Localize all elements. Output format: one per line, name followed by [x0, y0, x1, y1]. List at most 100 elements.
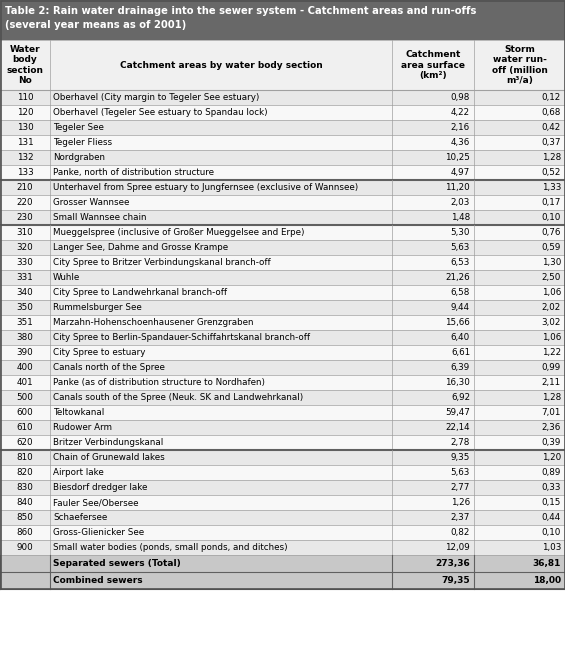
Text: 0,59: 0,59 — [542, 243, 561, 252]
Text: 820: 820 — [16, 468, 33, 477]
Text: 22,14: 22,14 — [445, 423, 470, 432]
Text: 840: 840 — [16, 498, 33, 507]
Text: Airport lake: Airport lake — [53, 468, 104, 477]
Text: 15,66: 15,66 — [445, 318, 470, 327]
Text: Oberhavel (Tegeler See estuary to Spandau lock): Oberhavel (Tegeler See estuary to Spanda… — [53, 108, 268, 117]
Text: 0,10: 0,10 — [542, 528, 561, 537]
Text: 273,36: 273,36 — [435, 559, 470, 568]
Text: 830: 830 — [16, 483, 33, 492]
Text: 0,68: 0,68 — [542, 108, 561, 117]
Text: Fauler See/Obersee: Fauler See/Obersee — [53, 498, 138, 507]
Text: City Spree to Britzer Verbindungskanal branch-off: City Spree to Britzer Verbindungskanal b… — [53, 258, 271, 267]
Text: 6,39: 6,39 — [451, 363, 470, 372]
Text: 132: 132 — [17, 153, 33, 162]
Bar — [0, 105, 565, 120]
Text: 4,97: 4,97 — [451, 168, 470, 177]
Text: Panke, north of distribution structure: Panke, north of distribution structure — [53, 168, 214, 177]
Text: 79,35: 79,35 — [441, 576, 470, 585]
Text: 0,33: 0,33 — [541, 483, 561, 492]
Text: 380: 380 — [16, 333, 33, 342]
Text: 1,06: 1,06 — [542, 333, 561, 342]
Text: 340: 340 — [16, 288, 33, 297]
Text: City Spree to Berlin-Spandauer-Schiffahrtskanal branch-off: City Spree to Berlin-Spandauer-Schiffahr… — [53, 333, 310, 342]
Text: 0,10: 0,10 — [542, 213, 561, 222]
Text: 59,47: 59,47 — [445, 408, 470, 417]
Text: 610: 610 — [17, 423, 33, 432]
Text: 10,25: 10,25 — [445, 153, 470, 162]
Text: Small Wannsee chain: Small Wannsee chain — [53, 213, 146, 222]
Text: Mueggelspree (inclusive of Großer Mueggelsee and Erpe): Mueggelspree (inclusive of Großer Muegge… — [53, 228, 305, 237]
Text: 2,77: 2,77 — [451, 483, 470, 492]
Bar — [0, 210, 565, 225]
Text: 900: 900 — [16, 543, 33, 552]
Bar — [0, 525, 565, 540]
Text: 9,35: 9,35 — [451, 453, 470, 462]
Text: 6,92: 6,92 — [451, 393, 470, 402]
Bar — [0, 285, 565, 300]
Text: 5,63: 5,63 — [451, 243, 470, 252]
Text: 0,15: 0,15 — [542, 498, 561, 507]
Text: 390: 390 — [16, 348, 33, 357]
Text: 110: 110 — [17, 93, 33, 102]
Text: 0,99: 0,99 — [542, 363, 561, 372]
Text: 2,16: 2,16 — [451, 123, 470, 132]
Text: Rummelsburger See: Rummelsburger See — [53, 303, 142, 312]
Text: 0,89: 0,89 — [542, 468, 561, 477]
Text: Water
body
section
No: Water body section No — [7, 45, 44, 85]
Text: Canals north of the Spree: Canals north of the Spree — [53, 363, 165, 372]
Bar — [0, 510, 565, 525]
Text: Schaefersee: Schaefersee — [53, 513, 107, 522]
Bar — [0, 315, 565, 330]
Text: 5,63: 5,63 — [451, 468, 470, 477]
Text: 320: 320 — [16, 243, 33, 252]
Text: 2,37: 2,37 — [451, 513, 470, 522]
Text: 6,61: 6,61 — [451, 348, 470, 357]
Text: 810: 810 — [16, 453, 33, 462]
Text: 220: 220 — [17, 198, 33, 207]
Text: 2,78: 2,78 — [451, 438, 470, 447]
Text: Storm
water run-
off (million
m³/a): Storm water run- off (million m³/a) — [492, 45, 547, 85]
Text: 500: 500 — [16, 393, 33, 402]
Text: 7,01: 7,01 — [542, 408, 561, 417]
Bar — [0, 195, 565, 210]
Text: 850: 850 — [16, 513, 33, 522]
Bar — [0, 120, 565, 135]
Text: 400: 400 — [16, 363, 33, 372]
Bar — [0, 240, 565, 255]
Text: Tegeler See: Tegeler See — [53, 123, 104, 132]
Bar — [0, 572, 565, 589]
Text: City Spree to Landwehrkanal branch-off: City Spree to Landwehrkanal branch-off — [53, 288, 227, 297]
Text: 0,44: 0,44 — [542, 513, 561, 522]
Text: 310: 310 — [16, 228, 33, 237]
Text: 1,06: 1,06 — [542, 288, 561, 297]
Text: 6,40: 6,40 — [451, 333, 470, 342]
Bar — [0, 40, 565, 90]
Text: Gross-Glienicker See: Gross-Glienicker See — [53, 528, 144, 537]
Text: 2,36: 2,36 — [542, 423, 561, 432]
Text: 1,48: 1,48 — [451, 213, 470, 222]
Text: Panke (as of distribution structure to Nordhafen): Panke (as of distribution structure to N… — [53, 378, 265, 387]
Text: 1,30: 1,30 — [542, 258, 561, 267]
Text: Table 2: Rain water drainage into the sewer system - Catchment areas and run-off: Table 2: Rain water drainage into the se… — [5, 6, 476, 16]
Bar — [0, 405, 565, 420]
Text: 350: 350 — [16, 303, 33, 312]
Text: 4,36: 4,36 — [451, 138, 470, 147]
Text: 16,30: 16,30 — [445, 378, 470, 387]
Text: 1,33: 1,33 — [542, 183, 561, 192]
Text: (several year means as of 2001): (several year means as of 2001) — [5, 20, 186, 30]
Bar — [0, 450, 565, 465]
Bar — [0, 90, 565, 105]
Text: Separated sewers (Total): Separated sewers (Total) — [53, 559, 181, 568]
Bar — [1, 1, 564, 589]
Text: 0,12: 0,12 — [542, 93, 561, 102]
Bar — [0, 165, 565, 180]
Text: 1,28: 1,28 — [542, 393, 561, 402]
Text: Nordgraben: Nordgraben — [53, 153, 105, 162]
Text: Oberhavel (City margin to Tegeler See estuary): Oberhavel (City margin to Tegeler See es… — [53, 93, 259, 102]
Text: Wuhle: Wuhle — [53, 273, 80, 282]
Bar — [0, 420, 565, 435]
Bar — [0, 255, 565, 270]
Text: Grosser Wannsee: Grosser Wannsee — [53, 198, 129, 207]
Text: 11,20: 11,20 — [445, 183, 470, 192]
Text: 1,03: 1,03 — [542, 543, 561, 552]
